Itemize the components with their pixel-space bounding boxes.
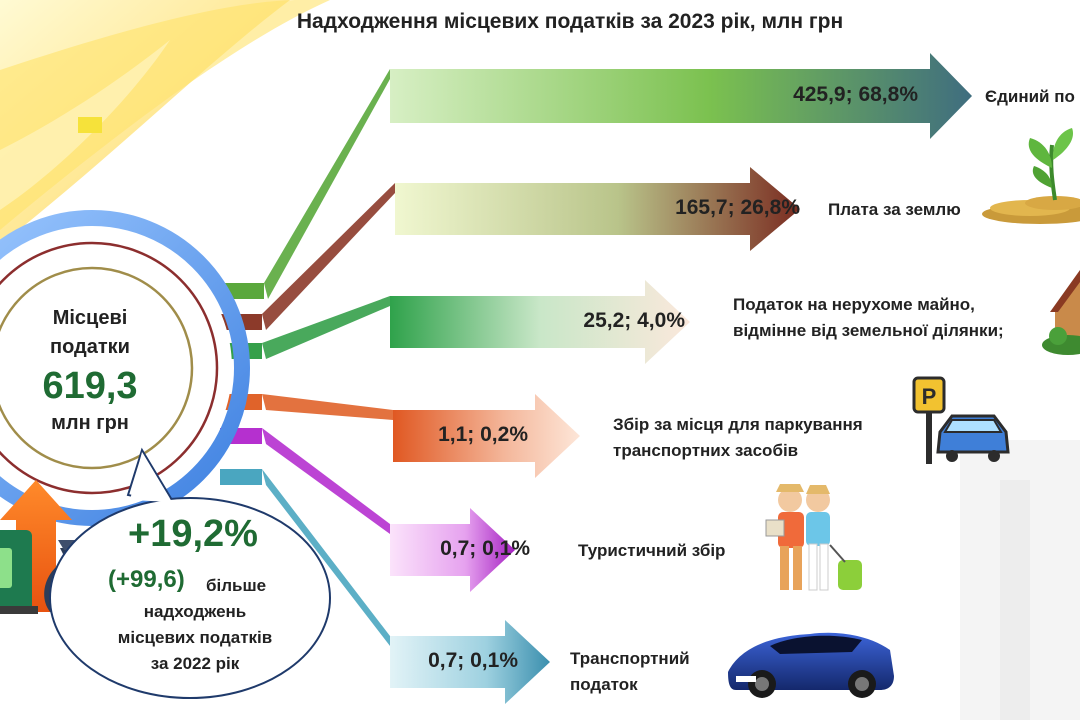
parking-car-icon: P — [912, 376, 1010, 464]
category-label-2-line1: Плата за землю — [828, 200, 961, 219]
flow-ribbon-6 — [262, 469, 390, 646]
growth-text-line2: надходжень — [143, 602, 247, 621]
flow-ribbon-2 — [262, 183, 395, 330]
category-label-4-line1: Збір за місця для паркування — [613, 415, 863, 434]
category-label-5-line1: Туристичний збір — [578, 541, 726, 560]
value-label-2: 165,7; 26,8% — [675, 196, 800, 219]
growth-absolute: (+99,6) — [108, 566, 185, 593]
value-label-5: 0,7; 0,1% — [440, 537, 530, 560]
flow-ribbon-1 — [264, 69, 390, 299]
growth-percent: +19,2% — [128, 513, 258, 555]
hub-unit: млн грн — [51, 412, 129, 434]
hub-circle — [0, 210, 250, 526]
value-label-3: 25,2; 4,0% — [583, 309, 685, 332]
category-label-1-line1: Єдиний по — [985, 87, 1075, 106]
page-title: Надходження місцевих податків за 2023 рі… — [296, 10, 844, 33]
tourists-icon — [765, 484, 862, 591]
yellow-square-decor — [78, 117, 102, 133]
category-label-3-line2: відмінне від земельної ділянки; — [733, 321, 1004, 340]
category-label-6-line1: Транспортний — [570, 649, 690, 668]
hub-connector-6 — [220, 469, 262, 485]
flow-arrow-1 — [390, 53, 972, 139]
sports-car-icon — [728, 632, 894, 698]
flow-ribbon-5 — [262, 428, 390, 534]
arrows-layer — [220, 53, 972, 704]
flow-arrow-4 — [393, 394, 580, 478]
value-label-4: 1,1; 0,2% — [438, 423, 528, 446]
growth-text-line3: місцевих податків — [117, 628, 273, 647]
growth-text-line4: за 2022 рік — [150, 654, 240, 673]
hub-label-line1: Місцеві — [52, 307, 128, 329]
flow-ribbon-3 — [262, 296, 390, 359]
flow-arrow-5 — [390, 508, 515, 592]
flow-arrow-3 — [390, 280, 690, 364]
house-icon — [1042, 270, 1080, 355]
hub-total-value: 619,3 — [42, 365, 138, 407]
category-label-6-line2: податок — [570, 675, 638, 694]
growth-bubble — [49, 447, 331, 699]
category-label-3-line1: Податок на нерухоме майно, — [733, 295, 975, 314]
flow-ribbon-4 — [262, 394, 393, 420]
parking-sign-letter: P — [922, 384, 937, 409]
growth-text-line1: більше — [206, 576, 267, 595]
value-label-6: 0,7; 0,1% — [428, 649, 518, 672]
wallet-icon — [0, 530, 38, 614]
flow-arrow-6 — [390, 620, 550, 704]
plant-coins-icon — [982, 128, 1080, 224]
value-label-1: 425,9; 68,8% — [793, 83, 918, 106]
hub-label-line2: податки — [50, 336, 130, 358]
flow-arrow-2 — [395, 167, 800, 251]
category-label-4-line2: транспортних засобів — [613, 441, 799, 460]
